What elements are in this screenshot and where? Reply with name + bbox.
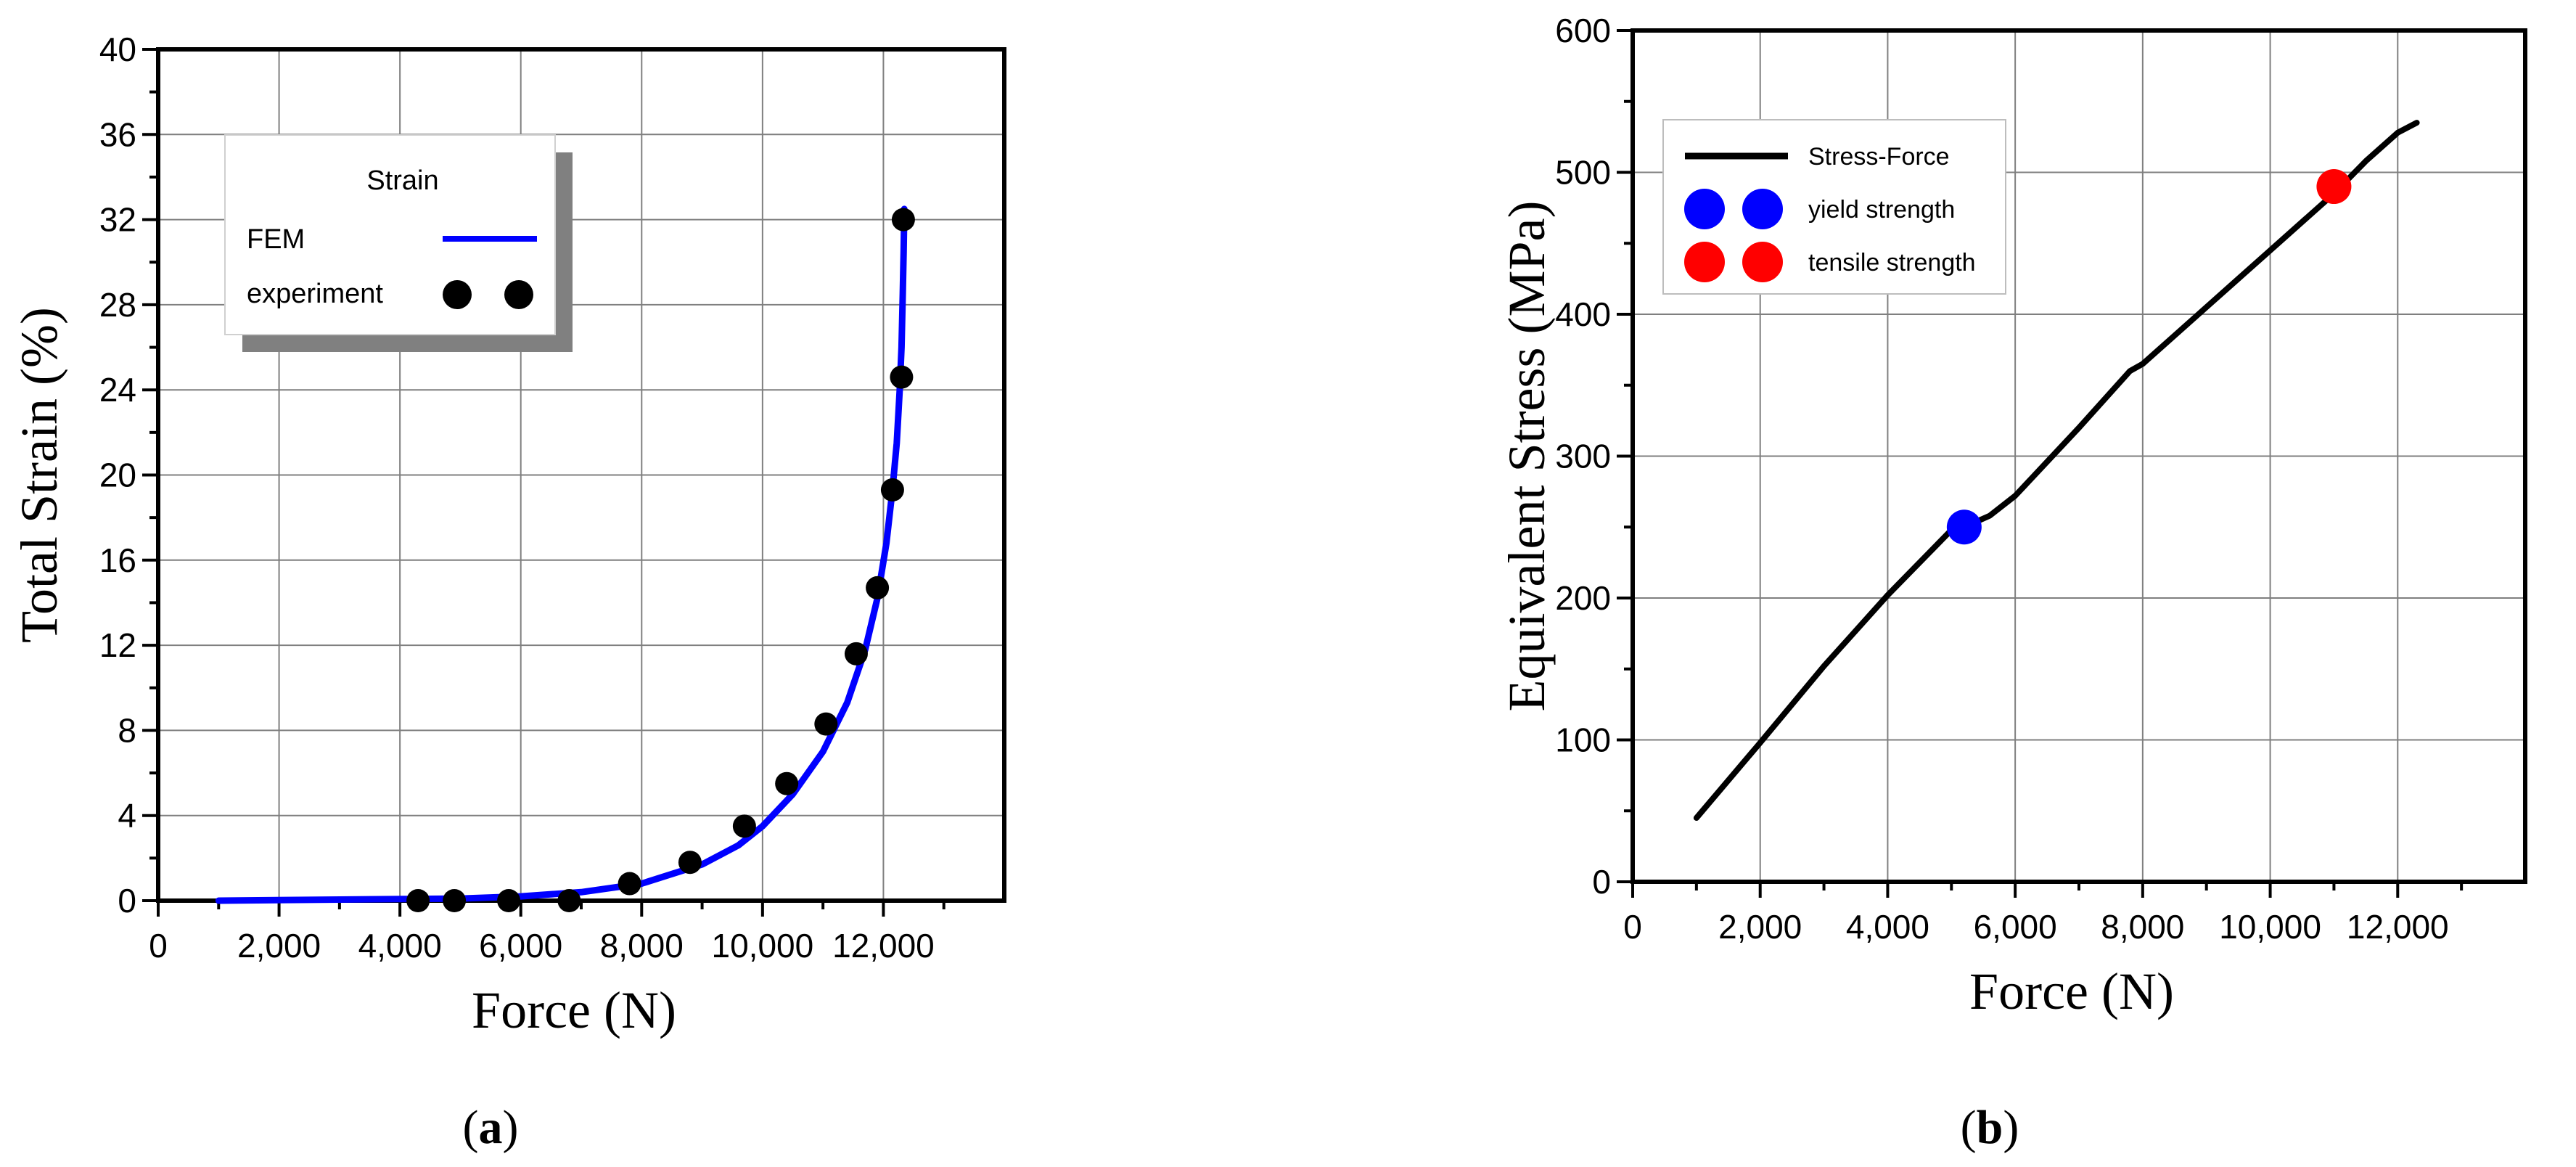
- x-tick-label: 8,000: [600, 927, 684, 965]
- y-tick-label: 12: [99, 626, 136, 664]
- data-point-experiment: [814, 712, 838, 736]
- legend-label: experiment: [247, 279, 383, 309]
- caption-a: (a): [463, 1101, 519, 1154]
- y-tick-label: 40: [99, 30, 136, 68]
- data-point-experiment: [866, 576, 890, 599]
- x-axis-title: Force (N): [1969, 962, 2174, 1020]
- x-tick-label: 0: [1623, 908, 1642, 946]
- data-point-experiment: [844, 642, 868, 666]
- x-tick-label: 10,000: [712, 927, 814, 965]
- x-tick-label: 2,000: [1718, 908, 1802, 946]
- y-tick-label: 400: [1555, 295, 1611, 333]
- legend-marker-swatch: [443, 280, 472, 309]
- legend-label: Stress-Force: [1808, 143, 1950, 171]
- x-tick-label: 12,000: [2347, 908, 2449, 946]
- y-tick-label: 20: [99, 456, 136, 494]
- y-tick-label: 24: [99, 371, 136, 409]
- caption-b: (b): [1961, 1101, 2019, 1154]
- x-tick-label: 6,000: [479, 927, 562, 965]
- x-tick-label: 2,000: [237, 927, 321, 965]
- data-point-experiment: [406, 889, 430, 912]
- x-tick-label: 4,000: [358, 927, 442, 965]
- x-tick-label: 8,000: [2101, 908, 2184, 946]
- data-point-experiment: [618, 872, 641, 896]
- y-tick-label: 28: [99, 286, 136, 324]
- legend: Stress-Force yield strength tensile streng…: [1662, 119, 2006, 295]
- data-point-yield-strength: [1946, 509, 1982, 545]
- y-tick-label: 300: [1555, 438, 1611, 475]
- y-tick-label: 8: [118, 711, 136, 749]
- y-tick-label: 0: [118, 882, 136, 920]
- data-point-experiment: [497, 889, 521, 912]
- legend-box: [224, 134, 556, 335]
- legend-marker-swatch: [1742, 242, 1783, 282]
- y-axis-title: Total Strain (%): [10, 307, 68, 643]
- x-tick-label: 10,000: [2219, 908, 2321, 946]
- y-tick-label: 200: [1555, 579, 1611, 617]
- data-point-experiment: [557, 889, 581, 912]
- x-tick-label: 6,000: [1974, 908, 2057, 946]
- legend-label: yield strength: [1808, 196, 1955, 224]
- x-tick-label: 4,000: [1846, 908, 1929, 946]
- data-point-experiment: [890, 365, 914, 389]
- legend-label: FEM: [247, 224, 305, 255]
- data-point-experiment: [775, 771, 799, 795]
- x-tick-label: 0: [149, 927, 168, 965]
- legend-marker-swatch: [1684, 189, 1725, 229]
- data-point-experiment: [443, 889, 467, 912]
- data-point-experiment: [880, 478, 904, 502]
- chart-b-stress-vs-force: 0 2,000 4,000 6,000 8,000 10,000 12,000 0 100 200…: [1498, 12, 2527, 1020]
- legend-marker-swatch: [504, 280, 533, 309]
- y-tick-label: 600: [1555, 12, 1611, 49]
- y-tick-label: 36: [99, 115, 136, 153]
- y-tick-label: 32: [99, 201, 136, 239]
- legend-label: tensile strength: [1808, 249, 1976, 277]
- data-point-tensile-strength: [2316, 169, 2352, 205]
- legend: Strain FEM experiment: [224, 134, 573, 352]
- legend-title: Strain: [366, 165, 438, 196]
- chart-a-strain-vs-force: 0 2,000 4,000 6,000 8,000 10,000 12,000 0 4 8 12 16…: [10, 30, 1006, 1039]
- data-point-experiment: [678, 851, 702, 875]
- x-tick-label: 12,000: [832, 927, 935, 965]
- y-tick-label: 16: [99, 541, 136, 579]
- legend-marker-swatch: [1684, 242, 1725, 282]
- data-point-experiment: [732, 814, 756, 838]
- data-point-experiment: [891, 208, 915, 232]
- y-tick-label: 4: [118, 797, 136, 835]
- y-tick-label: 500: [1555, 154, 1611, 192]
- x-axis-title: Force (N): [472, 981, 676, 1039]
- y-axis-title: Equivalent Stress (MPa): [1498, 201, 1556, 712]
- y-tick-label: 100: [1555, 721, 1611, 759]
- legend-marker-swatch: [1742, 189, 1783, 229]
- y-tick-label: 0: [1592, 863, 1611, 901]
